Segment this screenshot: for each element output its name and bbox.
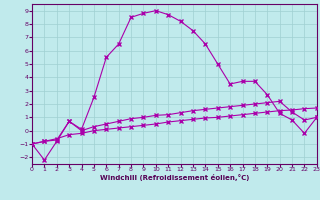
X-axis label: Windchill (Refroidissement éolien,°C): Windchill (Refroidissement éolien,°C): [100, 174, 249, 181]
